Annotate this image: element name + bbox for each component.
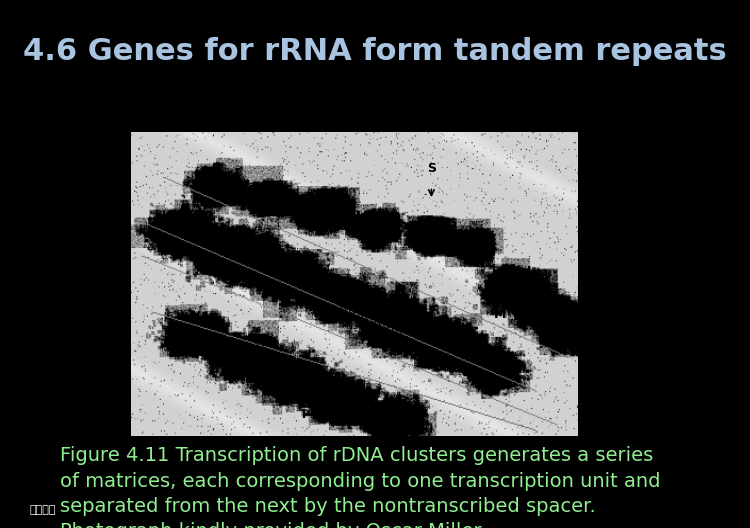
- Text: M: M: [494, 308, 506, 321]
- Text: of matrices, each corresponding to one transcription unit and: of matrices, each corresponding to one t…: [60, 472, 661, 491]
- Text: Figure 4.11 Transcription of rDNA clusters generates a series: Figure 4.11 Transcription of rDNA cluste…: [60, 446, 653, 465]
- Text: separated from the next by the nontranscribed spacer.: separated from the next by the nontransc…: [60, 497, 596, 516]
- Text: Photograph kindly provided by Oscar Miller.: Photograph kindly provided by Oscar Mill…: [60, 522, 486, 528]
- Text: 清华大学: 清华大学: [30, 505, 56, 515]
- Text: 4.6 Genes for rRNA form tandem repeats: 4.6 Genes for rRNA form tandem repeats: [23, 37, 727, 66]
- Text: S: S: [427, 162, 436, 175]
- Text: 1$\mu$: 1$\mu$: [324, 391, 340, 404]
